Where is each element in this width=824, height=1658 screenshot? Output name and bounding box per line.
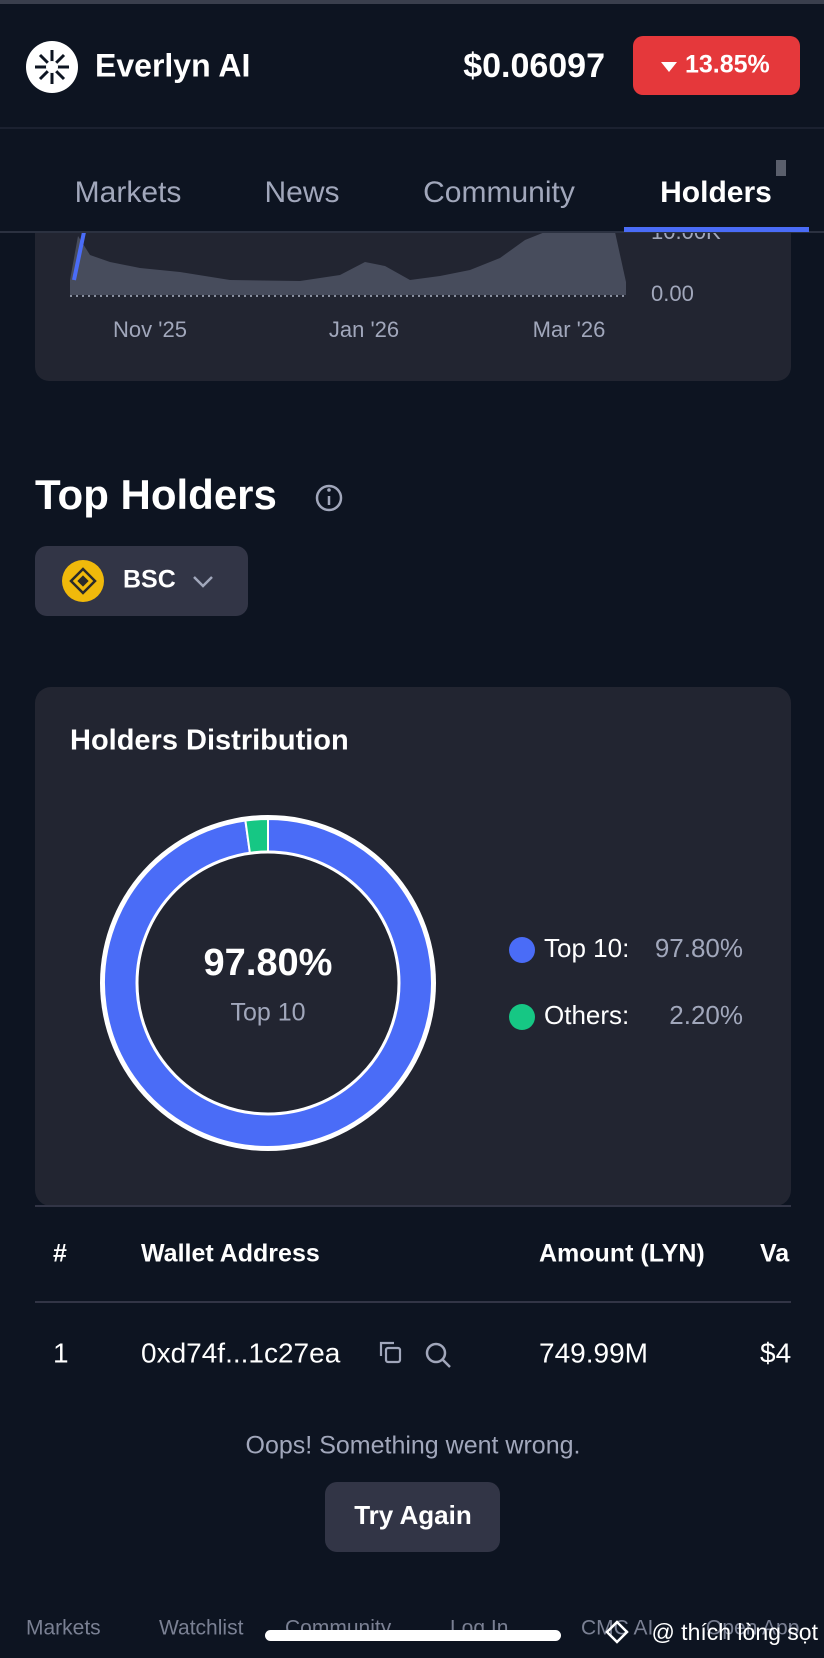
price: $0.06097	[463, 47, 605, 85]
cell: 1	[53, 1337, 69, 1368]
legend-swatch	[509, 1004, 535, 1030]
nav-item[interactable]: Watchlist	[159, 1617, 244, 1640]
column-header: Va	[760, 1240, 790, 1268]
info-icon[interactable]	[315, 484, 343, 512]
coin-name: Everlyn AI	[95, 47, 250, 83]
legend-value: 97.80%	[655, 933, 743, 963]
tab[interactable]: Markets	[75, 176, 182, 209]
nav-item[interactable]: Open App	[706, 1617, 799, 1640]
legend-swatch	[509, 937, 535, 963]
section-title: Top Holders	[35, 471, 277, 518]
cell: $4	[760, 1337, 791, 1368]
watermark: @ thích lòng sọt	[651, 1619, 818, 1645]
card-title: Holders Distribution	[70, 725, 349, 757]
center-label: Top 10	[230, 999, 305, 1027]
network-name: BSC	[123, 566, 176, 594]
legend-label: Others:	[544, 1000, 629, 1030]
tab-underline	[624, 227, 809, 232]
retry-label[interactable]: Try Again	[354, 1500, 472, 1530]
legend-label: Top 10:	[544, 933, 629, 963]
retry-button[interactable]	[325, 1482, 500, 1552]
column-header: #	[53, 1240, 67, 1268]
nav-item[interactable]: CMC AI	[581, 1617, 653, 1640]
nav-item[interactable]: Markets	[26, 1617, 101, 1640]
x-label: Mar '26	[533, 317, 606, 342]
search-icon[interactable]	[425, 1342, 451, 1368]
x-label: Jan '26	[329, 317, 399, 342]
home-indicator	[265, 1630, 561, 1641]
cell: 749.99M	[539, 1337, 648, 1368]
center-value: 97.80%	[204, 942, 333, 984]
bottom-nav: Markets Watchlist Community Log In CMC A…	[26, 1617, 819, 1646]
column-header: Wallet Address	[141, 1240, 320, 1268]
tab[interactable]: News	[264, 176, 339, 209]
price-chart-card: 10.00K 0.00 Nov '25 Jan '26 Mar '26	[35, 200, 791, 381]
change-value: 13.85%	[685, 51, 770, 79]
network-select[interactable]: BSC	[35, 546, 248, 616]
x-label: Nov '25	[113, 317, 187, 342]
change-badge	[633, 36, 800, 95]
holders-table: # Wallet Address Amount (LYN) Va 1 0xd74…	[35, 1240, 791, 1368]
legend: Top 10: 97.80% Others: 2.20%	[509, 933, 743, 1030]
column-header: Amount (LYN)	[539, 1240, 705, 1268]
donut-segment	[244, 817, 269, 855]
wallet-link[interactable]: 0xd74f...1c27ea	[141, 1337, 341, 1368]
donut-hole	[135, 850, 401, 1116]
header: Everlyn AI $0.06097 13.85% Markets News …	[0, 4, 824, 233]
tab[interactable]: Community	[423, 176, 575, 209]
legend-value: 2.20%	[669, 1000, 743, 1030]
tab-active[interactable]: Holders	[660, 176, 772, 209]
copy-icon[interactable]	[379, 1341, 402, 1364]
status-strip	[0, 0, 824, 4]
y-label: 0.00	[651, 281, 694, 306]
error-message: Oops! Something went wrong.	[246, 1432, 581, 1460]
